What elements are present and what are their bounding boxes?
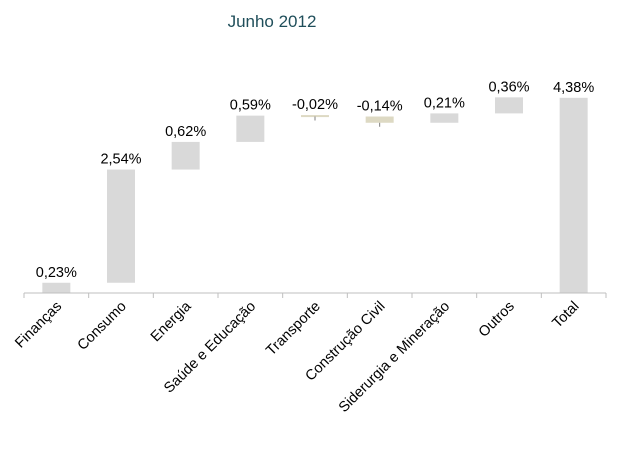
bar-siderurgia-e-mineracao xyxy=(430,113,459,123)
bar-saude-e-educacao xyxy=(236,115,265,142)
data-label-transporte: -0,02% xyxy=(292,97,338,113)
data-labels-group: 0,23% 2,54% 0,62% 0,59% -0,02% -0,14% 0,21% 0,3… xyxy=(36,79,595,280)
data-label-financas: 0,23% xyxy=(36,265,77,281)
bar-energia xyxy=(171,141,200,170)
x-tick-label-siderurgia-e-mineracao: Siderurgia e Mineração xyxy=(336,299,453,416)
data-label-siderurgia-e-mineracao: 0,21% xyxy=(424,95,465,111)
data-label-construcao-civil: -0,14% xyxy=(357,99,403,115)
bar-total xyxy=(559,97,588,293)
x-tick-label-total: Total xyxy=(550,299,583,332)
x-tick-label-consumo: Consumo xyxy=(75,299,130,354)
x-tick-label-outros: Outros xyxy=(476,299,518,341)
data-label-consumo: 2,54% xyxy=(100,152,141,168)
bar-construcao-civil xyxy=(365,116,394,123)
bar-consumo xyxy=(107,169,135,283)
bar-outros xyxy=(495,97,523,114)
data-label-energia: 0,62% xyxy=(165,124,206,140)
bar-transporte xyxy=(301,115,329,118)
x-tick-label-transporte: Transporte xyxy=(263,299,324,360)
data-label-saude-e-educacao: 0,59% xyxy=(230,98,271,114)
x-tick-label-financas: Finanças xyxy=(12,299,65,352)
x-tick-label-energia: Energia xyxy=(148,298,195,345)
data-label-total: 4,38% xyxy=(553,80,594,96)
bar-financas xyxy=(42,282,71,293)
data-label-outros: 0,36% xyxy=(488,79,529,95)
chart-title: Junho 2012 xyxy=(228,12,317,31)
bars-group xyxy=(42,97,588,293)
